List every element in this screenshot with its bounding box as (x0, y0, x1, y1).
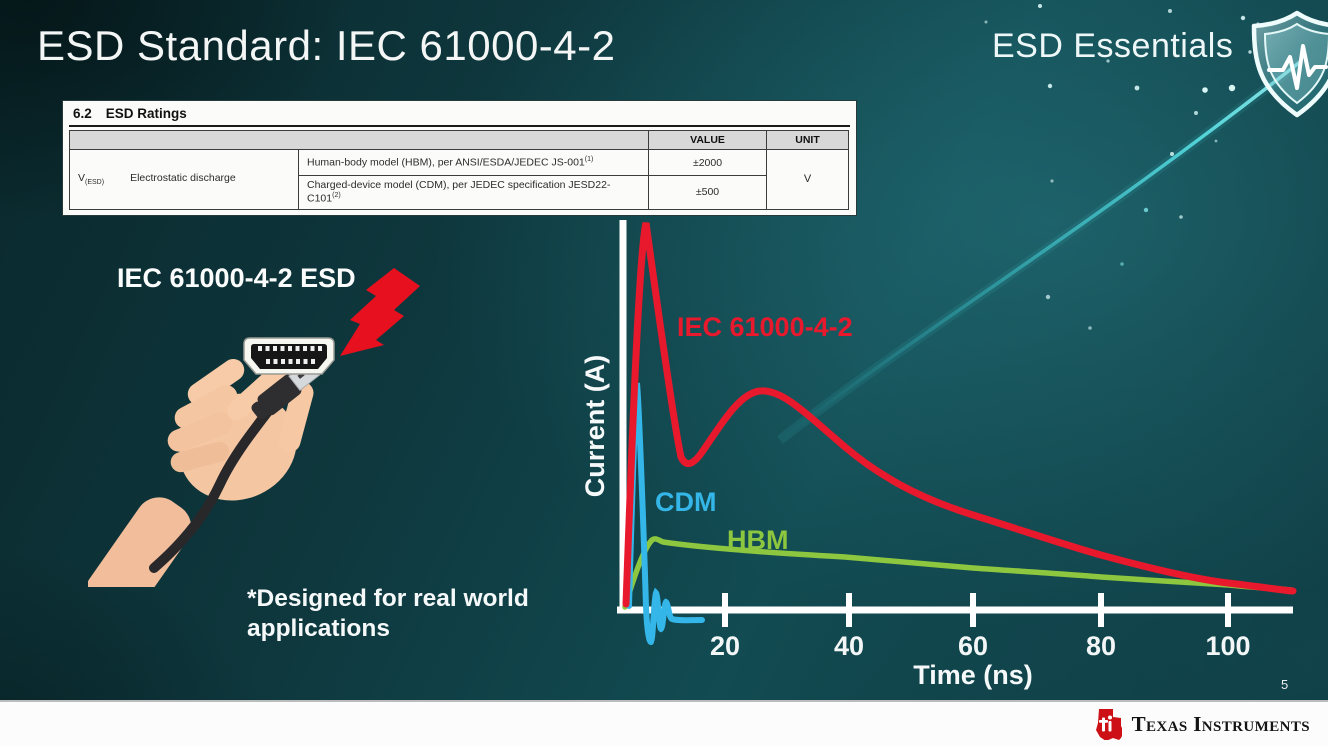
table-header-row: VALUE UNIT (69, 130, 849, 150)
x-tick-label: 100 (1205, 631, 1250, 661)
unit-cell: V (766, 149, 849, 210)
table-section-heading: 6.2 ESD Ratings (69, 104, 850, 127)
cable (149, 387, 288, 573)
header-value: VALUE (648, 130, 767, 150)
cdm-curve-label: CDM (655, 487, 717, 517)
cdm-value-cell: ±500 (648, 175, 767, 210)
table-row: V(ESD) Electrostatic discharge Human-bod… (69, 149, 849, 210)
hand-holding-cable-illustration (88, 268, 420, 587)
header-empty-cell (69, 130, 649, 150)
esd-ratings-table-panel: 6.2 ESD Ratings VALUE UNIT V(ESD) Electr… (63, 101, 856, 215)
ti-logo-lockup: Texas Instruments (1090, 708, 1310, 740)
iec-curve (622, 222, 1297, 608)
page-title: ESD Standard: IEC 61000-4-2 (37, 22, 616, 69)
symbol: V(ESD) (78, 172, 105, 187)
series-brand-title: ESD Essentials (992, 27, 1234, 65)
parameter-label: Electrostatic discharge (130, 172, 236, 185)
section-title: ESD Ratings (105, 106, 187, 121)
y-axis-label: Current (A) (580, 354, 610, 498)
forearm (88, 497, 192, 587)
x-tick-label: 60 (958, 631, 988, 661)
ti-wordmark: Texas Instruments (1131, 711, 1310, 736)
esd-ratings-table: VALUE UNIT V(ESD) Electrostatic discharg… (69, 130, 849, 210)
lightning-bolt-icon (340, 268, 420, 356)
ti-bug-icon (1095, 709, 1122, 740)
shield-pulse-icon (1251, 10, 1328, 118)
designed-note: *Designed for real world applications (247, 585, 529, 642)
hbm-value-cell: ±2000 (648, 149, 767, 176)
footer-bar: Texas Instruments (0, 700, 1328, 746)
hbm-curve (622, 536, 1294, 610)
hbm-curve-label: HBM (727, 525, 789, 555)
header-unit: UNIT (766, 130, 849, 150)
x-axis-label: Time (ns) (913, 660, 1033, 690)
cdm-description-cell: Charged-device model (CDM), per JEDEC sp… (298, 175, 649, 210)
waveform-chart: 20 40 60 80 100 IEC 61000-4-2 CDM HBM Cu… (560, 200, 1305, 700)
hdmi-port-icon (243, 337, 335, 375)
table-row: Charged-device model (CDM), per JEDEC sp… (70, 175, 849, 210)
x-tick-label: 80 (1086, 631, 1116, 661)
section-number: 6.2 (73, 106, 92, 121)
x-tick-label: 20 (710, 631, 740, 661)
x-ticks (722, 593, 1231, 627)
symbol-parameter-cell: V(ESD) Electrostatic discharge (69, 149, 299, 210)
x-tick-label: 40 (834, 631, 864, 661)
chart-canvas: 20 40 60 80 100 (617, 220, 1297, 661)
hbm-description-cell: Human-body model (HBM), per ANSI/ESDA/JE… (298, 149, 649, 176)
iec-curve-label: IEC 61000-4-2 (677, 312, 853, 342)
page-number: 5 (1281, 677, 1289, 692)
illustration-label: IEC 61000-4-2 ESD (117, 263, 356, 293)
